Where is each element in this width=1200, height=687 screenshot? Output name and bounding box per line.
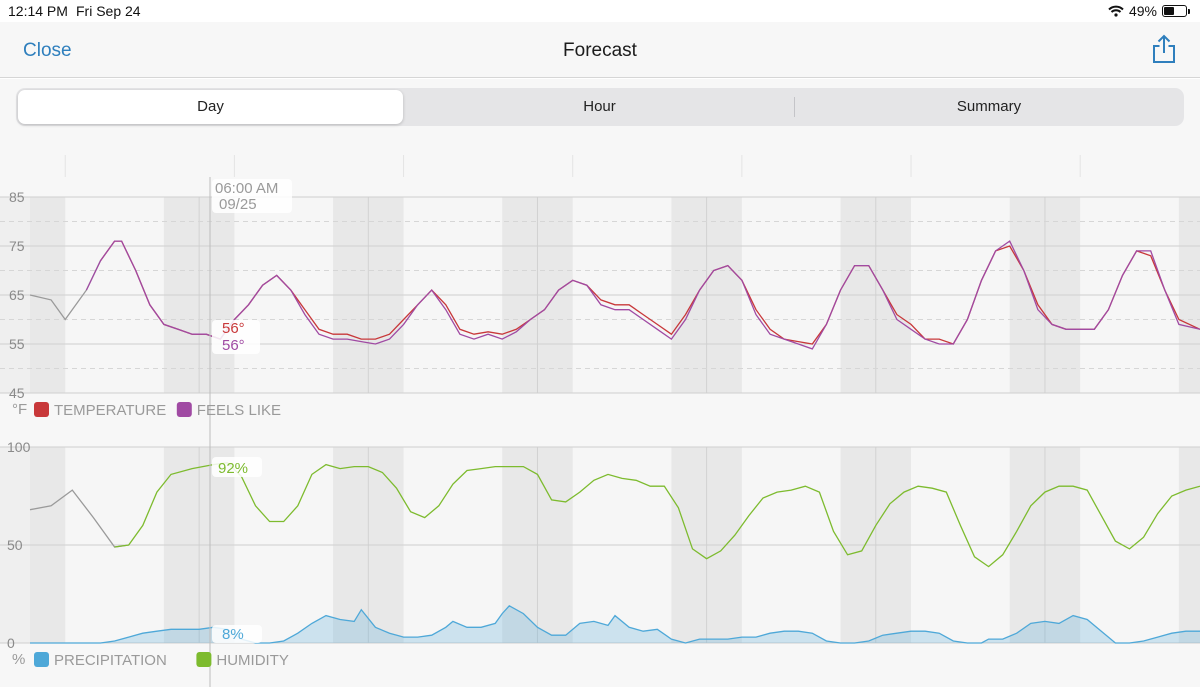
share-icon[interactable] (1151, 34, 1177, 64)
legend-swatch (196, 652, 212, 667)
humidity-tick-label: 0 (7, 635, 15, 651)
precipitation-value: 8% (222, 626, 244, 643)
nav-bar: Close Forecast (0, 22, 1200, 78)
legend-label: HUMIDITY (216, 652, 289, 669)
tab-summary[interactable]: Summary (956, 98, 1022, 115)
temp-tick-label: 65 (9, 287, 25, 303)
temp-tick-label: 85 (9, 189, 25, 205)
battery-percent: 49% (1128, 3, 1157, 19)
segmented-control-bar: Day Hour Summary (0, 79, 1200, 137)
tab-day[interactable]: Day (18, 90, 403, 124)
segmented-control: Day Hour Summary (16, 88, 1184, 126)
tooltip-time: 06:00 AM (215, 180, 278, 197)
legend-swatch (34, 652, 49, 667)
tooltip-box (212, 179, 292, 213)
legend-label: TEMPERATURE (54, 402, 166, 419)
legend-unit: °F (12, 401, 27, 418)
precipitation-label-box (212, 625, 262, 643)
wifi-icon (1108, 5, 1124, 17)
temp-tick-label: 55 (9, 336, 25, 352)
legend-swatch (34, 402, 49, 417)
humidity-label-box (212, 457, 262, 477)
legend-unit: % (12, 651, 25, 668)
temperature-value: 56° (222, 320, 245, 337)
legend-label: FEELS LIKE (197, 402, 281, 419)
precipitation-area (30, 605, 1200, 643)
temp-tick-label: 45 (9, 385, 25, 401)
feels-like-value: 56° (222, 337, 245, 354)
humidity-tick-label: 100 (7, 439, 31, 455)
legend-swatch (176, 402, 192, 417)
humidity-value: 92% (218, 460, 248, 477)
page-title: Forecast (563, 40, 637, 61)
humidity-line (114, 462, 1200, 568)
feels-like-line (85, 240, 1200, 350)
legend-label: PRECIPITATION (54, 652, 167, 669)
tab-hour[interactable]: Hour (583, 98, 616, 115)
tooltip-date: 09/25 (219, 196, 257, 213)
forecast-charts: 45 55 65 75 85 0 50 100 06:00 AM 09/25 56° 56° 92% 8%… (0, 137, 1200, 687)
status-right: 49% (1108, 3, 1190, 19)
status-bar: 12:14 PM Fri Sep 24 49% (0, 0, 1200, 22)
precipitation-line (30, 604, 1200, 644)
status-time: 12:14 PM (8, 3, 68, 19)
battery-icon (1162, 5, 1187, 17)
humidity-tick-label: 50 (7, 537, 23, 553)
close-button[interactable]: Close (23, 40, 72, 61)
temp-label-box (212, 320, 260, 354)
temp-tick-label: 75 (9, 238, 25, 254)
status-date: Fri Sep 24 (76, 3, 141, 19)
